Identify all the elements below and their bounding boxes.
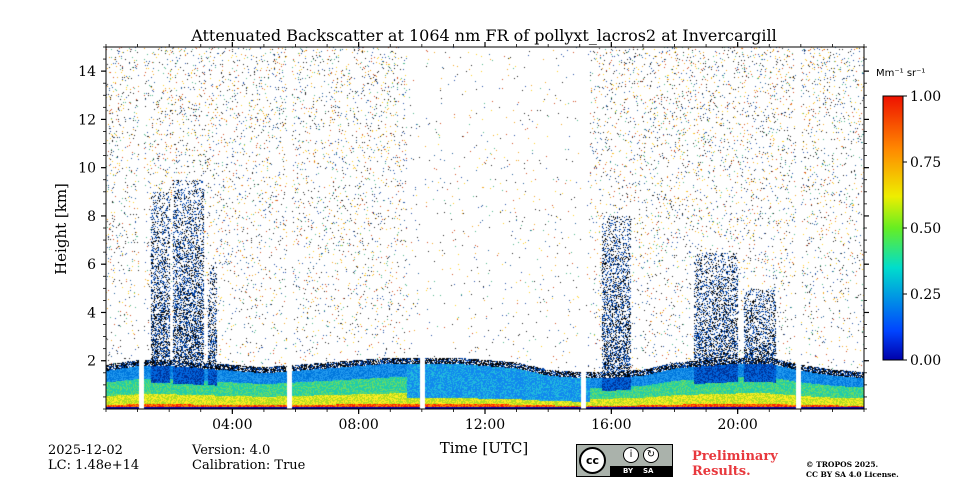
cc-badge-strip: BY SA — [610, 466, 672, 476]
share-alike-icon: ↻ — [643, 447, 659, 463]
cc-sa-text: SA — [643, 467, 654, 475]
license-text: © TROPOS 2025. CC BY SA 4.0 License. — [806, 460, 899, 480]
y-tick-label: 12 — [78, 112, 96, 128]
y-tick-label: 10 — [78, 161, 96, 177]
colorbar-tick-label: 1.00 — [910, 89, 941, 105]
x-tick-label: 12:00 — [465, 417, 505, 433]
x-tick-label: 04:00 — [212, 417, 252, 433]
calibration-label: Calibration: True — [192, 458, 306, 473]
y-tick-label: 6 — [87, 257, 96, 273]
axes: 04:00 08:00 12:00 16:00 20:00 2 4 6 8 10 12 14 — [78, 42, 869, 433]
x-tick-label: 08:00 — [338, 417, 378, 433]
colorbar-tick-label: 0.50 — [910, 221, 941, 237]
license-line-2: CC BY SA 4.0 License. — [806, 470, 899, 479]
y-tick-label: 14 — [78, 64, 96, 80]
by-attribution-icon: i — [623, 447, 639, 463]
x-tick-label: 16:00 — [591, 417, 631, 433]
preliminary-line-2: Results. — [692, 464, 751, 479]
y-tick-label: 8 — [87, 209, 96, 225]
colorbar-tick-label: 0.25 — [910, 287, 941, 303]
y-tick-label: 2 — [87, 354, 96, 370]
cc-license-badge: cc i ↻ BY SA — [576, 444, 673, 477]
license-line-1: © TROPOS 2025. — [806, 460, 879, 469]
x-axis-label: Time [UTC] — [440, 439, 529, 457]
colorbar-tick-label: 0.00 — [910, 353, 941, 369]
x-tick-label: 20:00 — [717, 417, 757, 433]
chart-title: Attenuated Backscatter at 1064 nm FR of … — [190, 26, 777, 45]
cc-logo-icon: cc — [579, 447, 606, 474]
preliminary-notice: Preliminary Results. — [692, 449, 778, 479]
version-label: Version: 4.0 — [192, 443, 271, 458]
y-axis-label: Height [km] — [52, 183, 70, 275]
colorbar-unit: Mm⁻¹ sr⁻¹ — [876, 68, 925, 79]
cc-by-text: BY — [623, 467, 634, 475]
preliminary-line-1: Preliminary — [692, 449, 778, 464]
colorbar-tick-label: 0.75 — [910, 155, 941, 171]
colorbar: 0.00 0.25 0.50 0.75 1.00 — [882, 89, 941, 369]
backscatter-heatmap-image — [106, 47, 864, 409]
y-tick-label: 4 — [87, 305, 96, 321]
colorbar-bar — [882, 95, 904, 361]
lidar-constant-label: LC: 1.48e+14 — [48, 458, 140, 473]
date-label: 2025-12-02 — [48, 443, 123, 458]
plot-area — [106, 47, 864, 409]
